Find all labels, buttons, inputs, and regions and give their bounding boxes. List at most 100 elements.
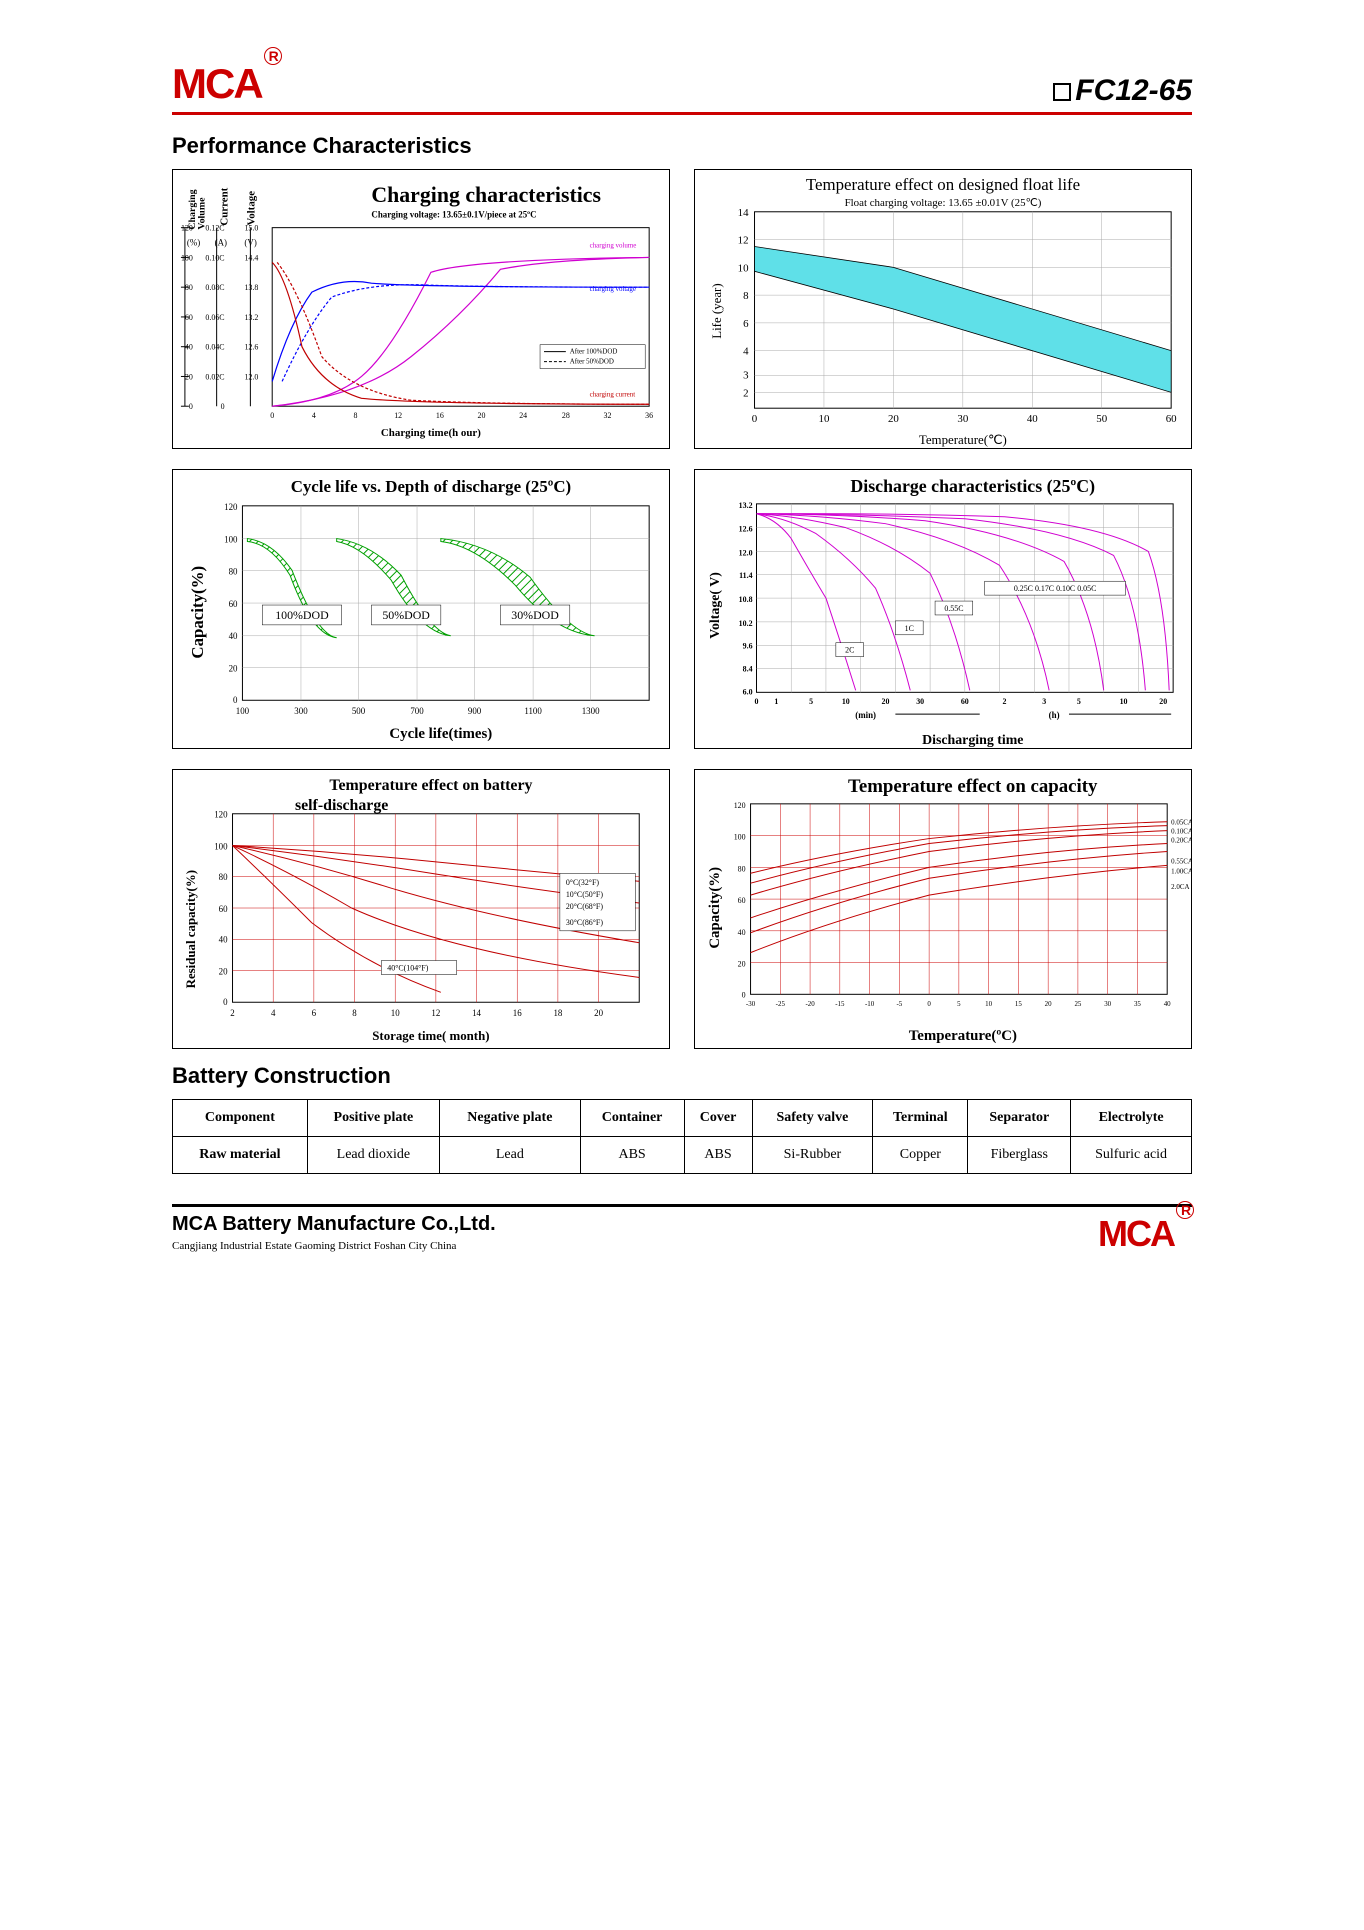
svg-text:8: 8 xyxy=(743,290,749,302)
svg-text:40°C(104°F): 40°C(104°F) xyxy=(387,964,428,973)
svg-text:Capacity(%): Capacity(%) xyxy=(188,566,207,659)
svg-text:60: 60 xyxy=(229,599,238,609)
svg-text:16: 16 xyxy=(436,411,444,420)
svg-text:20: 20 xyxy=(1045,1000,1052,1008)
svg-text:Charging voltage: 13.65±0.1V: Charging voltage: 13.65±0.1V/piece at 25… xyxy=(371,210,536,220)
svg-text:6: 6 xyxy=(312,1008,317,1018)
svg-text:10: 10 xyxy=(391,1008,400,1018)
svg-text:300: 300 xyxy=(294,706,308,716)
svg-text:100%DOD: 100%DOD xyxy=(275,608,329,622)
table-cell: ABS xyxy=(580,1137,684,1174)
svg-text:0: 0 xyxy=(233,695,238,705)
svg-text:5: 5 xyxy=(957,1000,961,1008)
svg-text:8: 8 xyxy=(352,1008,357,1018)
charts-grid: Charging Volume Current Voltage (%) (A) … xyxy=(172,169,1192,1049)
svg-text:0: 0 xyxy=(742,990,746,999)
svg-text:0.55C: 0.55C xyxy=(944,604,963,613)
table-header: Cover xyxy=(684,1100,752,1137)
svg-text:120: 120 xyxy=(734,801,746,810)
svg-text:80: 80 xyxy=(229,566,238,576)
svg-text:Voltage( V): Voltage( V) xyxy=(708,572,723,639)
svg-text:0.55CA: 0.55CA xyxy=(1171,857,1191,865)
footer-logo: MCAR xyxy=(1098,1213,1192,1255)
table-cell: Lead xyxy=(440,1137,581,1174)
svg-text:50: 50 xyxy=(1096,413,1107,425)
chart-cycle-life: Cycle life vs. Depth of discharge (25ºC)… xyxy=(172,469,670,749)
svg-text:30%DOD: 30%DOD xyxy=(511,608,559,622)
svg-text:1.00CA: 1.00CA xyxy=(1171,867,1191,875)
svg-text:120: 120 xyxy=(224,502,238,512)
svg-text:0.10CA: 0.10CA xyxy=(1171,828,1191,836)
svg-text:12: 12 xyxy=(738,235,749,247)
svg-text:0: 0 xyxy=(221,402,225,411)
company-name: MCA Battery Manufacture Co.,Ltd. xyxy=(172,1213,496,1236)
svg-text:-20: -20 xyxy=(805,1000,815,1008)
svg-text:30: 30 xyxy=(1104,1000,1111,1008)
svg-text:2C: 2C xyxy=(845,646,854,655)
table-header: Safety valve xyxy=(752,1100,873,1137)
svg-text:Discharging time: Discharging time xyxy=(922,733,1023,748)
svg-text:4: 4 xyxy=(743,346,749,358)
svg-text:0.20CA: 0.20CA xyxy=(1171,837,1191,845)
svg-text:50%DOD: 50%DOD xyxy=(382,608,430,622)
svg-text:14: 14 xyxy=(472,1008,481,1018)
svg-text:13.2: 13.2 xyxy=(739,501,753,510)
svg-text:700: 700 xyxy=(410,706,424,716)
svg-text:0.12C: 0.12C xyxy=(205,224,224,233)
table-cell: Copper xyxy=(873,1137,968,1174)
chart-discharge: Discharge characteristics (25ºC) Voltage… xyxy=(694,469,1192,749)
svg-text:charging current: charging current xyxy=(590,390,636,398)
svg-text:60: 60 xyxy=(1166,413,1177,425)
table-row: Component Positive plate Negative plate … xyxy=(173,1100,1192,1137)
svg-text:-10: -10 xyxy=(865,1000,875,1008)
svg-text:35: 35 xyxy=(1134,1000,1141,1008)
svg-text:charging voltage: charging voltage xyxy=(590,285,636,293)
model-number: FC12-65 xyxy=(1053,74,1192,108)
table-cell: ABS xyxy=(684,1137,752,1174)
svg-text:60: 60 xyxy=(961,697,969,706)
svg-text:80: 80 xyxy=(219,872,228,882)
svg-text:0: 0 xyxy=(270,411,274,420)
svg-text:10.8: 10.8 xyxy=(739,595,753,604)
svg-text:2: 2 xyxy=(230,1008,234,1018)
svg-text:3: 3 xyxy=(1042,697,1046,706)
svg-text:0.02C: 0.02C xyxy=(205,372,224,381)
svg-text:2: 2 xyxy=(743,387,748,399)
svg-text:8: 8 xyxy=(354,411,358,420)
svg-text:20: 20 xyxy=(478,411,486,420)
svg-text:Temperature effect on designed: Temperature effect on designed float lif… xyxy=(806,175,1080,194)
table-header: Component xyxy=(173,1100,308,1137)
svg-text:0.05CA: 0.05CA xyxy=(1171,819,1191,827)
svg-text:Charging time(h our): Charging time(h our) xyxy=(381,427,481,439)
svg-text:9.6: 9.6 xyxy=(743,642,753,651)
svg-text:40: 40 xyxy=(1027,413,1038,425)
svg-text:0.08C: 0.08C xyxy=(205,283,224,292)
table-cell: Sulfuric acid xyxy=(1071,1137,1192,1174)
svg-text:(min): (min) xyxy=(855,710,876,720)
table-header: Terminal xyxy=(873,1100,968,1137)
svg-text:Temperature effect on capacity: Temperature effect on capacity xyxy=(848,776,1098,797)
svg-text:40: 40 xyxy=(229,631,238,641)
svg-text:100: 100 xyxy=(236,706,250,716)
svg-text:10: 10 xyxy=(1120,697,1128,706)
svg-text:Charging characteristics: Charging characteristics xyxy=(371,183,601,207)
svg-text:0: 0 xyxy=(223,997,228,1007)
svg-text:3: 3 xyxy=(743,369,749,381)
svg-text:10: 10 xyxy=(842,697,850,706)
svg-text:0: 0 xyxy=(189,402,193,411)
svg-text:(h): (h) xyxy=(1049,710,1060,720)
svg-text:After 50%DOD: After 50%DOD xyxy=(570,358,614,366)
svg-text:2: 2 xyxy=(1003,697,1007,706)
chart-float-life: Temperature effect on designed float lif… xyxy=(694,169,1192,449)
svg-text:Life (year): Life (year) xyxy=(710,283,724,338)
svg-text:1300: 1300 xyxy=(582,706,600,716)
svg-text:1C: 1C xyxy=(905,624,914,633)
svg-text:Storage time( month): Storage time( month) xyxy=(372,1029,489,1043)
svg-text:20: 20 xyxy=(1159,697,1167,706)
svg-text:120: 120 xyxy=(214,810,228,820)
svg-text:20: 20 xyxy=(229,663,238,673)
table-cell: Fiberglass xyxy=(968,1137,1071,1174)
table-cell: Lead dioxide xyxy=(307,1137,439,1174)
svg-text:12: 12 xyxy=(431,1008,440,1018)
svg-text:60: 60 xyxy=(219,904,228,914)
